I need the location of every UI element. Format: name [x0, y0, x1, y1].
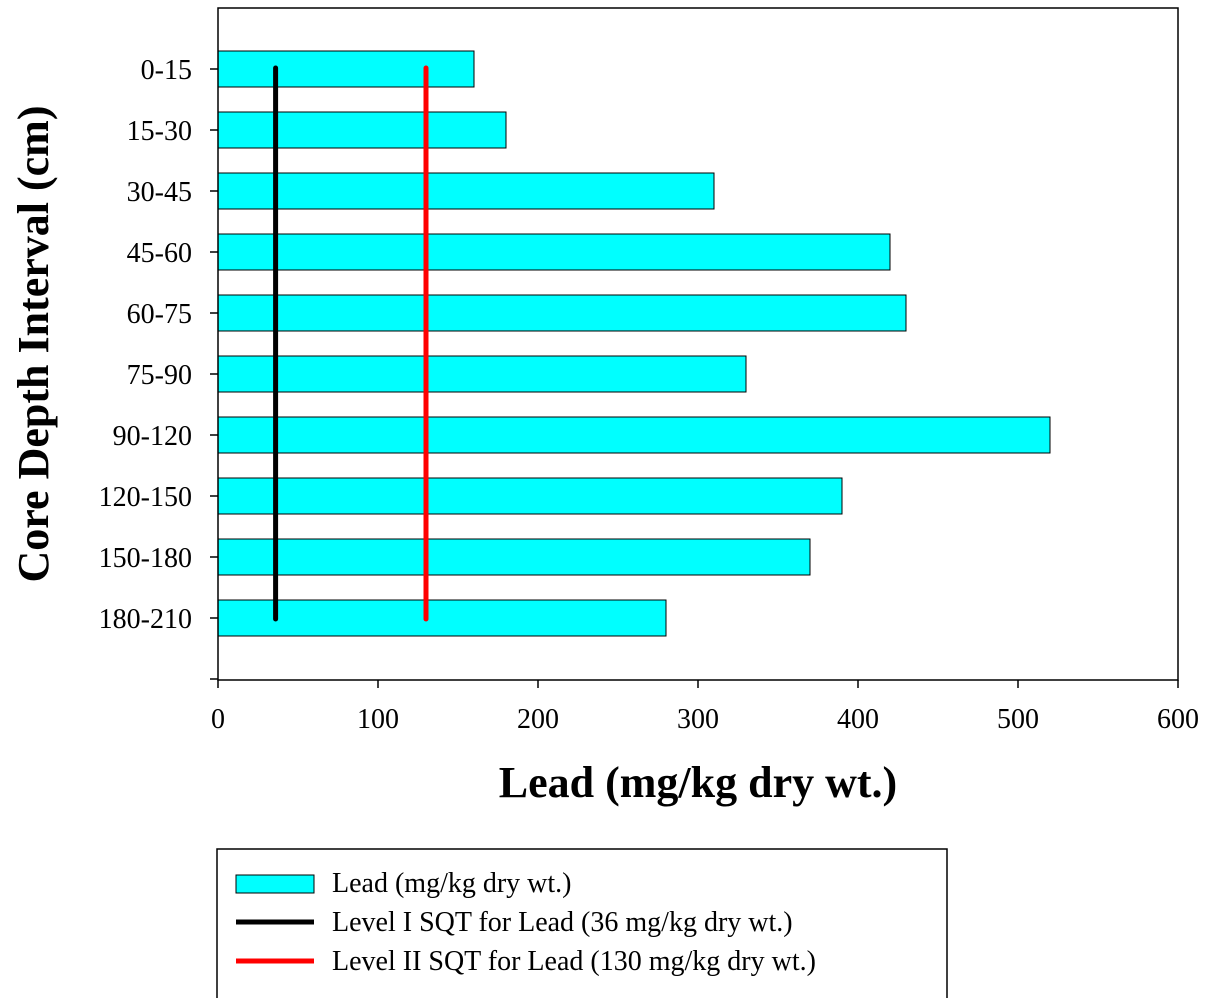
y-tick-label: 150-180: [99, 543, 192, 574]
x-tick-label: 200: [517, 704, 559, 735]
bar-90-120: [217, 416, 1051, 454]
bar-120-150: [217, 477, 843, 515]
y-tick-label: 75-90: [127, 360, 192, 391]
bar-75-90: [217, 355, 747, 393]
bar-0-15: [217, 50, 475, 88]
bar-180-210: [217, 599, 667, 637]
bar-15-30: [217, 111, 507, 149]
x-tick-label: 400: [837, 704, 879, 735]
reference-lines-group: [273, 65, 429, 622]
y-tick-label: 15-30: [127, 116, 192, 147]
bar-30-45: [217, 172, 715, 210]
x-tick-label: 0: [211, 704, 225, 735]
y-tick-label: 120-150: [99, 482, 192, 513]
x-tick-label: 100: [357, 704, 399, 735]
x-axis: 0 100 200 300 400 500 600: [211, 680, 1199, 735]
legend-label-level-1: Level I SQT for Lead (36 mg/kg dry wt.): [332, 907, 793, 938]
y-tick-label: 90-120: [113, 421, 192, 452]
y-tick-label: 30-45: [127, 177, 192, 208]
legend-label-level-2: Level II SQT for Lead (130 mg/kg dry wt.…: [332, 946, 816, 977]
x-tick-label: 300: [677, 704, 719, 735]
bars-group: [217, 50, 1051, 637]
y-tick-label: 0-15: [141, 55, 192, 86]
bar-45-60: [217, 233, 891, 271]
y-tick-label: 180-210: [99, 604, 192, 635]
y-axis: 0-15 15-30 30-45 45-60 60-75 75-90 90-120 120-1…: [99, 55, 218, 680]
bar-60-75: [217, 294, 907, 332]
y-tick-label: 45-60: [127, 238, 192, 269]
legend: Lead (mg/kg dry wt.) Level I SQT for Lea…: [216, 848, 948, 998]
plot-frame: [217, 7, 1179, 681]
legend-swatch-lead: [235, 874, 315, 894]
legend-box: [216, 848, 948, 998]
y-axis-title: Core Depth Interval (cm): [9, 106, 58, 583]
y-tick-label: 60-75: [127, 299, 192, 330]
legend-label-lead: Lead (mg/kg dry wt.): [332, 868, 572, 899]
x-tick-label: 500: [997, 704, 1039, 735]
x-axis-title: Lead (mg/kg dry wt.): [499, 758, 897, 807]
x-tick-label: 600: [1157, 704, 1199, 735]
bar-150-180: [217, 538, 811, 576]
